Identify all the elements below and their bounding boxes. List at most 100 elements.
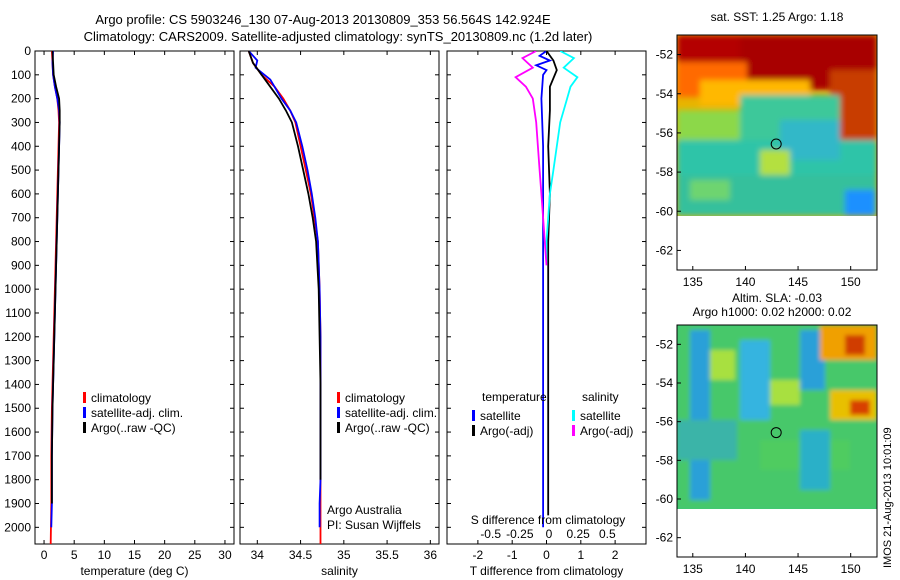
salinity-xtick-label: 35.5 <box>375 548 399 562</box>
salinity-panel: 34 34.5 35 35.5 36 salinity <box>239 50 440 578</box>
salinity-annotation: PI: Susan Wijffels <box>327 518 421 532</box>
sst_map-xtick-label: 140 <box>735 275 755 289</box>
sst_map-ytick-label: -58 <box>656 165 674 179</box>
sla_map-ytick-label: -58 <box>656 453 674 467</box>
sst_map-ytick-label: -62 <box>656 243 674 257</box>
difference-top-xlabel: S difference from climatology <box>471 513 626 527</box>
header-line2: Climatology: CARS2009. Satellite-adjuste… <box>84 29 593 44</box>
difference-xtick-label: 2 <box>612 548 619 562</box>
difference-top-tick-label: 0.25 <box>566 527 590 541</box>
sla_map-xtick-label: 140 <box>735 562 755 576</box>
difference-top-tick-label: -0.25 <box>506 527 534 541</box>
salinity-legend-label: climatology <box>345 391 405 405</box>
difference-legend-title: salinity <box>582 390 619 404</box>
temperature-xtick-label: 0 <box>41 548 48 562</box>
temperature-frame <box>34 50 235 545</box>
depth-tick-label: 0 <box>24 44 31 58</box>
difference-legend-swatch <box>572 425 575 436</box>
header-line1: Argo profile: CS 5903246_130 07-Aug-2013… <box>95 12 551 27</box>
salinity-legend-swatch <box>337 407 340 418</box>
sla_map-ytick-label: -60 <box>656 492 674 506</box>
sst_map-xtick-label: 145 <box>788 275 808 289</box>
depth-tick-label: 1800 <box>4 473 31 487</box>
salinity-annotation: Argo Australia <box>327 503 402 517</box>
temperature-legend-label: Argo(..raw -QC) <box>91 421 176 435</box>
salinity-xlabel: salinity <box>321 564 358 578</box>
difference-legend-label: Argo(-adj) <box>480 424 533 438</box>
temperature-xtick-label: 15 <box>128 548 142 562</box>
depth-tick-label: 800 <box>11 235 31 249</box>
difference-legend-swatch <box>472 425 475 436</box>
sst_map-xtick-label: 135 <box>683 275 703 289</box>
difference-series-group <box>514 51 579 528</box>
temperature-xtick-label: 5 <box>71 548 78 562</box>
depth-tick-label: 500 <box>11 163 31 177</box>
salinity-xtick-label: 36 <box>424 548 438 562</box>
difference-xtick-label: -1 <box>507 548 518 562</box>
salinity-legend-label: Argo(..raw -QC) <box>345 421 430 435</box>
difference-top-tick-label: 0.5 <box>599 527 616 541</box>
temperature-xtick-label: 20 <box>158 548 172 562</box>
depth-tick-label: 300 <box>11 115 31 129</box>
temperature-legend-swatch <box>83 422 86 433</box>
difference-frame <box>446 50 647 545</box>
depth-tick-label: 1100 <box>5 306 31 320</box>
difference-top-tick-label: 0 <box>546 527 553 541</box>
difference-legend-label: satellite <box>580 409 621 423</box>
temperature-legend-label: climatology <box>91 391 151 405</box>
depth-tick-label: 1600 <box>4 425 31 439</box>
salinity-series-group <box>247 51 322 544</box>
temperature-series-group <box>49 51 61 544</box>
depth-tick-label: 600 <box>11 187 31 201</box>
depth-tick-label: 2000 <box>4 520 31 534</box>
temperature-xlabel: temperature (deg C) <box>80 564 188 578</box>
difference-series-3 <box>514 51 548 266</box>
sla_map-ytick-label: -54 <box>656 376 674 390</box>
sla_map-ytick-label: -62 <box>656 531 674 545</box>
sla_map-xtick-label: 150 <box>841 562 861 576</box>
depth-tick-label: 1200 <box>4 330 31 344</box>
temperature-series-2 <box>51 51 61 504</box>
temperature-xtick-label: 10 <box>98 548 112 562</box>
sst_map-xtick-label: 150 <box>841 275 861 289</box>
temperature-legend-swatch <box>83 392 86 403</box>
depth-tick-label: 1300 <box>4 354 31 368</box>
sla_map-ytick-label: -52 <box>656 337 674 351</box>
sla_map-argo-marker <box>770 427 782 439</box>
difference-series-0 <box>533 51 553 528</box>
sla_map-frame <box>676 324 878 558</box>
difference-xtick-label: 1 <box>577 548 584 562</box>
difference-series-2 <box>545 51 579 266</box>
temperature-legend-swatch <box>83 407 86 418</box>
sst-map-image <box>677 35 877 216</box>
salinity-legend-label: satellite-adj. clim. <box>345 406 437 420</box>
sla-map-image <box>677 325 877 509</box>
depth-tick-label: 400 <box>11 139 31 153</box>
salinity-frame <box>239 50 440 545</box>
difference-legend-label: Argo(-adj) <box>580 424 633 438</box>
depth-tick-label: 1700 <box>4 449 31 463</box>
sst_map-ytick-label: -54 <box>656 87 674 101</box>
sst_map-ytick-label: -60 <box>656 204 674 218</box>
depth-tick-label: 1000 <box>4 282 31 296</box>
temperature-xtick-label: 30 <box>218 548 232 562</box>
temperature-xtick-label: 25 <box>188 548 202 562</box>
difference-panel: -2 -1 0 1 2 T difference from climatology <box>446 50 647 578</box>
difference-xlabel: T difference from climatology <box>470 564 624 578</box>
sst_map-frame <box>676 34 878 271</box>
depth-tick-label: 1900 <box>4 497 31 511</box>
sla_map-subtitle: Argo h1000: 0.02 h2000: 0.02 <box>693 305 852 319</box>
salinity-legend-swatch <box>337 392 340 403</box>
depth-tick-label: 100 <box>11 68 31 82</box>
chart-layer: 0 5 10 15 20 25 300100200300400500600700800900… <box>4 10 878 578</box>
sla_map-xtick-label: 145 <box>788 562 808 576</box>
sla_map-title: Altim. SLA: -0.03 <box>732 291 822 305</box>
salinity-xtick-label: 34.5 <box>289 548 313 562</box>
sst_map-ytick-label: -56 <box>656 126 674 140</box>
temperature-panel: 0 5 10 15 20 25 300100200300400500600700800900… <box>4 44 235 578</box>
depth-tick-label: 200 <box>11 92 31 106</box>
difference-top-tick-label: -0.5 <box>480 527 501 541</box>
sla_map-xtick-label: 135 <box>683 562 703 576</box>
sst_map-ytick-label: -52 <box>656 48 674 62</box>
